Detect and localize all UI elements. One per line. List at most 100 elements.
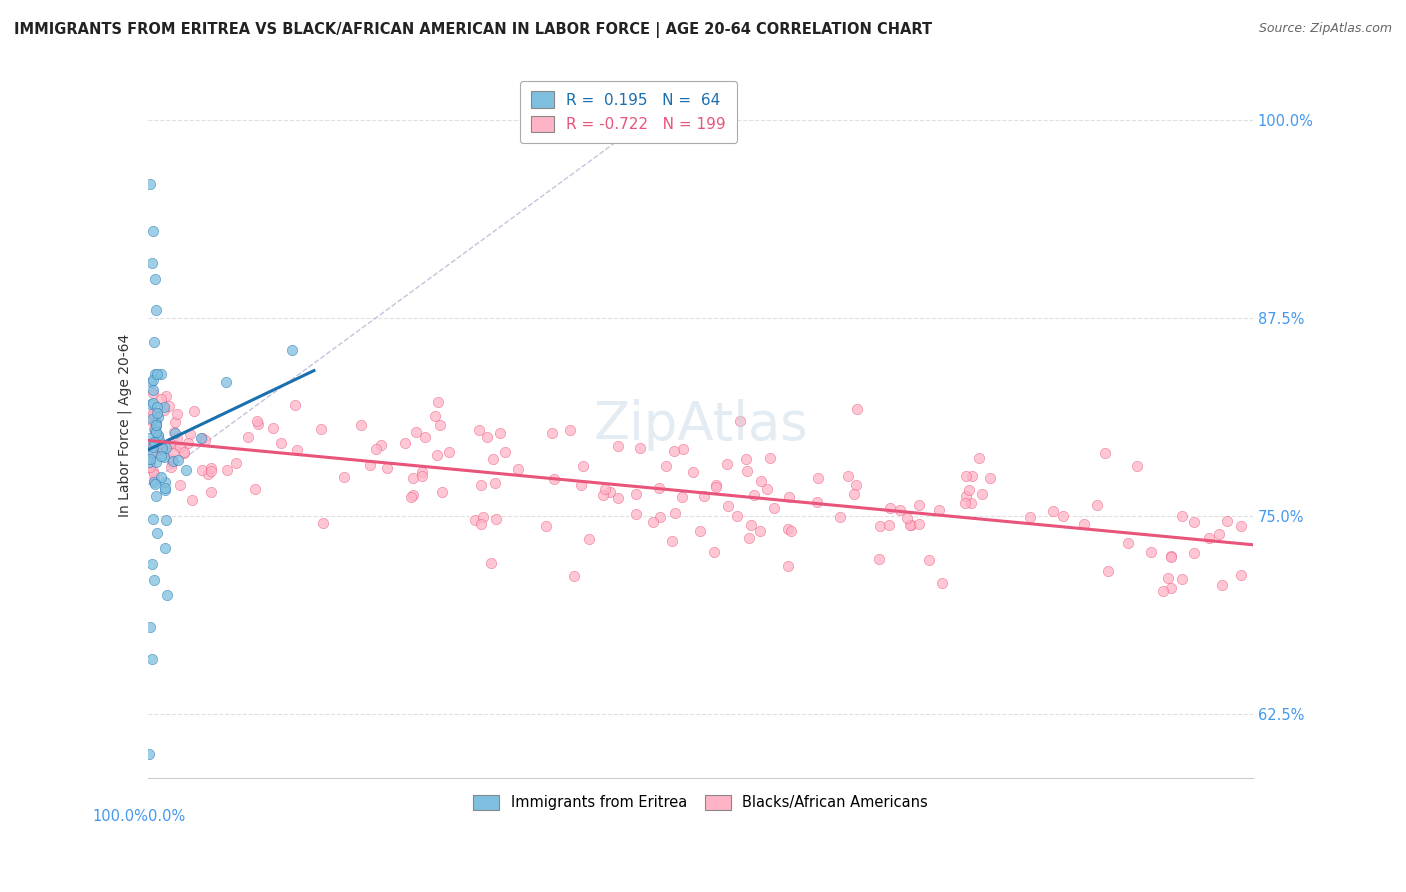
Point — [148, 427, 170, 442]
Point — [142, 512, 165, 526]
Point — [191, 431, 214, 445]
Point — [143, 434, 166, 449]
Point — [717, 499, 740, 513]
Point — [1052, 509, 1074, 524]
Point — [138, 747, 160, 761]
Point — [758, 450, 780, 465]
Point — [429, 418, 451, 433]
Point — [472, 510, 495, 524]
Point — [190, 431, 212, 445]
Point — [762, 500, 785, 515]
Point — [470, 477, 492, 491]
Point — [704, 478, 727, 492]
Point — [749, 524, 772, 538]
Point — [142, 438, 165, 452]
Point — [650, 510, 672, 524]
Point — [139, 177, 162, 191]
Point — [484, 475, 506, 490]
Point — [141, 447, 163, 461]
Point — [142, 475, 165, 489]
Point — [142, 422, 165, 436]
Point — [142, 573, 165, 587]
Point — [153, 402, 176, 417]
Point — [896, 511, 918, 525]
Text: IMMIGRANTS FROM ERITREA VS BLACK/AFRICAN AMERICAN IN LABOR FORCE | AGE 20-64 COR: IMMIGRANTS FROM ERITREA VS BLACK/AFRICAN… — [14, 22, 932, 38]
Point — [141, 414, 163, 428]
Point — [179, 427, 201, 442]
Point — [146, 526, 169, 541]
Point — [879, 500, 901, 515]
Point — [145, 455, 167, 469]
Point — [1042, 504, 1064, 518]
Point — [149, 392, 172, 407]
Point — [145, 418, 167, 433]
Point — [931, 576, 953, 591]
Point — [664, 443, 686, 458]
Point — [200, 460, 222, 475]
Point — [145, 489, 167, 503]
Point — [141, 652, 163, 666]
Point — [599, 485, 621, 500]
Point — [162, 446, 184, 460]
Point — [749, 474, 772, 488]
Point — [776, 522, 799, 536]
Point — [139, 620, 162, 634]
Point — [165, 437, 187, 451]
Point — [155, 441, 177, 455]
Point — [157, 399, 180, 413]
Point — [655, 459, 678, 474]
Point — [225, 456, 247, 470]
Point — [643, 515, 665, 529]
Point — [215, 462, 238, 476]
Point — [165, 415, 187, 429]
Point — [437, 445, 460, 459]
Point — [1094, 446, 1116, 460]
Point — [661, 534, 683, 549]
Point — [311, 516, 333, 530]
Point — [138, 431, 160, 445]
Point — [671, 490, 693, 504]
Point — [1160, 549, 1182, 564]
Point — [145, 435, 167, 450]
Point — [176, 436, 198, 450]
Point — [146, 400, 169, 414]
Point — [1140, 545, 1163, 559]
Point — [970, 486, 993, 500]
Point — [1171, 572, 1194, 586]
Point — [148, 409, 170, 424]
Point — [142, 384, 165, 398]
Point — [846, 401, 869, 416]
Point — [359, 458, 381, 472]
Point — [960, 496, 983, 510]
Point — [245, 483, 267, 497]
Point — [142, 464, 165, 478]
Point — [176, 463, 198, 477]
Point — [628, 442, 651, 456]
Point — [142, 409, 165, 424]
Point — [468, 423, 491, 437]
Point — [166, 407, 188, 421]
Point — [155, 513, 177, 527]
Point — [194, 434, 217, 448]
Point — [160, 456, 183, 470]
Point — [143, 477, 166, 491]
Point — [737, 531, 759, 545]
Point — [560, 423, 582, 437]
Point — [173, 445, 195, 459]
Point — [475, 430, 498, 444]
Point — [145, 438, 167, 452]
Point — [145, 416, 167, 430]
Point — [173, 446, 195, 460]
Point — [1208, 526, 1230, 541]
Point — [928, 502, 950, 516]
Point — [807, 471, 830, 485]
Point — [166, 431, 188, 445]
Point — [1216, 514, 1239, 528]
Point — [1018, 510, 1040, 524]
Point — [703, 545, 725, 559]
Point — [541, 425, 564, 440]
Point — [593, 482, 616, 496]
Point — [740, 517, 762, 532]
Point — [169, 440, 191, 454]
Point — [142, 224, 165, 238]
